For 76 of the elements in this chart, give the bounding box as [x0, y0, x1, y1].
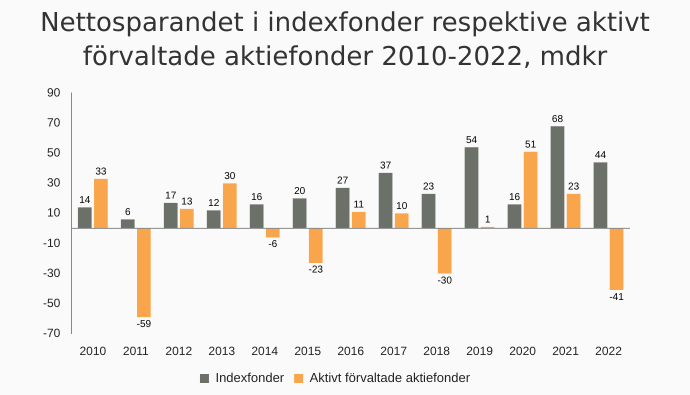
- x-tick-label: 2015: [294, 344, 322, 358]
- bar: [94, 178, 108, 228]
- x-tick-label: 2014: [251, 344, 278, 358]
- data-label: 16: [251, 192, 263, 204]
- x-tick-label: 2012: [165, 344, 192, 358]
- data-label: -30: [437, 275, 452, 286]
- y-tick-label: 10: [46, 206, 61, 220]
- bar: [394, 213, 409, 228]
- data-label: 23: [568, 182, 580, 193]
- y-tick-label: -50: [43, 296, 61, 310]
- x-tick-label: 2021: [552, 344, 580, 358]
- bar: [164, 202, 178, 228]
- y-tick-label: -30: [43, 266, 61, 280]
- data-label: 17: [165, 190, 177, 202]
- bar: [137, 228, 151, 318]
- bar: [78, 207, 92, 228]
- x-tick-label: 2018: [423, 344, 450, 358]
- x-tick-label: 2019: [466, 344, 494, 358]
- data-label: 33: [95, 166, 107, 178]
- bar: [308, 228, 323, 263]
- data-label: 30: [224, 171, 236, 182]
- data-label: 20: [294, 186, 306, 198]
- x-tick-label: 2011: [122, 344, 150, 358]
- y-tick-label: 50: [46, 146, 61, 160]
- data-label: -6: [268, 239, 278, 250]
- data-label: 68: [552, 114, 564, 126]
- bar: [594, 162, 608, 228]
- data-label: 10: [396, 201, 408, 212]
- x-tick-label: 2013: [208, 344, 236, 358]
- bar: [250, 204, 264, 228]
- bar: [222, 183, 237, 228]
- data-label: 23: [423, 182, 435, 193]
- data-label: 12: [208, 198, 220, 210]
- bar: [292, 198, 306, 228]
- bar: [524, 152, 538, 228]
- data-label: 14: [79, 195, 91, 206]
- data-label: 37: [380, 160, 392, 172]
- bar: [378, 172, 392, 228]
- data-label: -41: [609, 292, 624, 303]
- chart-title: Nettosparandet i indexfonder respektive aktivt förvaltade aktiefonder 2010-2022, mdkr: [39, 7, 651, 74]
- y-tick-label: -10: [43, 236, 61, 250]
- x-tick-label: 2010: [79, 344, 106, 358]
- x-tick-label: 2022: [595, 344, 622, 358]
- bar: [610, 228, 624, 290]
- data-label: -59: [136, 318, 152, 330]
- data-label: 13: [181, 196, 193, 208]
- x-tick-label: 2016: [337, 344, 364, 358]
- data-label: 44: [594, 150, 606, 162]
- bar: [180, 208, 194, 228]
- data-label: 1: [484, 214, 491, 226]
- legend-label: Indexfonder: [215, 370, 285, 386]
- data-label: 6: [124, 207, 131, 218]
- x-tick-label: 2017: [380, 344, 408, 358]
- y-tick-label: 30: [46, 176, 61, 190]
- data-label: 27: [337, 176, 349, 187]
- bar: [336, 188, 350, 228]
- data-label: 51: [525, 140, 537, 151]
- x-tick-label: 2020: [509, 344, 536, 358]
- data-label: -23: [308, 264, 324, 276]
- bar: [464, 147, 478, 228]
- bar: [566, 194, 580, 228]
- bar: [550, 126, 564, 228]
- y-tick-label: 90: [46, 86, 61, 100]
- bar: [422, 194, 436, 228]
- bar: [352, 212, 366, 228]
- bar: [438, 228, 452, 274]
- bar: [120, 219, 135, 228]
- bar: [206, 210, 221, 228]
- bar: [266, 228, 280, 238]
- data-label: 11: [354, 200, 364, 211]
- bar: [508, 204, 522, 228]
- y-tick-label: -70: [43, 326, 61, 340]
- legend-label: Aktivt förvaltade aktiefonder: [310, 370, 471, 386]
- data-label: 54: [466, 135, 478, 146]
- y-tick-label: 70: [46, 116, 61, 130]
- data-label: 16: [508, 192, 521, 204]
